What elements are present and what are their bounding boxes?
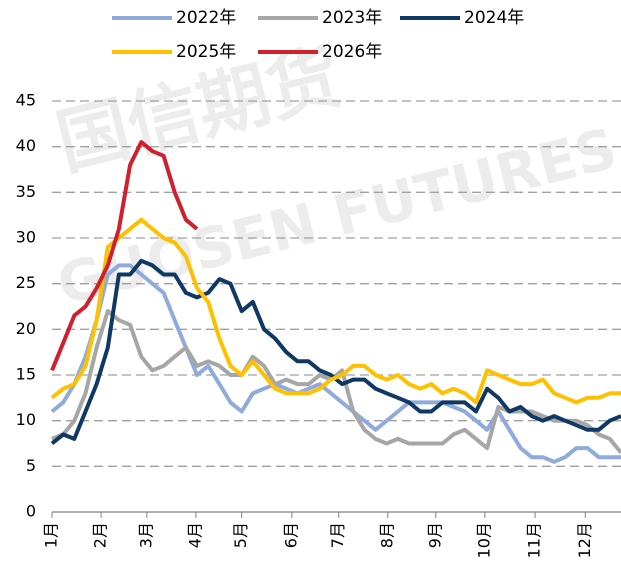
series-line — [50, 217, 621, 405]
x-tick-label: 6月 — [281, 522, 300, 548]
y-tick-label: 15 — [16, 365, 36, 384]
legend-label: 2022年 — [176, 8, 236, 28]
series-line — [50, 258, 621, 446]
x-tick-label: 8月 — [377, 522, 396, 548]
x-tick-label: 2月 — [91, 522, 110, 548]
x-tick-label: 1月 — [42, 522, 61, 548]
legend-label: 2024年 — [464, 8, 524, 28]
x-tick-label: 10月 — [474, 522, 493, 558]
x-tick-label: 9月 — [425, 522, 444, 548]
y-tick-label: 25 — [16, 273, 36, 292]
y-tick-label: 10 — [16, 410, 36, 429]
x-tick-label: 11月 — [525, 522, 544, 558]
series-line — [50, 140, 199, 372]
x-tick-label: 12月 — [575, 522, 594, 558]
x-tick-label: 3月 — [136, 522, 155, 548]
y-tick-label: 0 — [26, 502, 36, 521]
y-tick-label: 45 — [16, 91, 36, 110]
y-tick-label: 30 — [16, 228, 36, 247]
legend-label: 2025年 — [176, 42, 236, 62]
y-tick-label: 20 — [16, 319, 36, 338]
y-tick-label: 40 — [16, 136, 36, 155]
legend-label: 2026年 — [322, 42, 382, 62]
x-tick-label: 4月 — [185, 522, 204, 548]
legend-label: 2023年 — [322, 8, 382, 28]
y-tick-label: 35 — [16, 182, 36, 201]
x-tick-label: 5月 — [231, 522, 250, 548]
series-line — [50, 263, 621, 464]
y-tick-label: 5 — [26, 456, 36, 475]
x-tick-label: 7月 — [328, 522, 347, 548]
